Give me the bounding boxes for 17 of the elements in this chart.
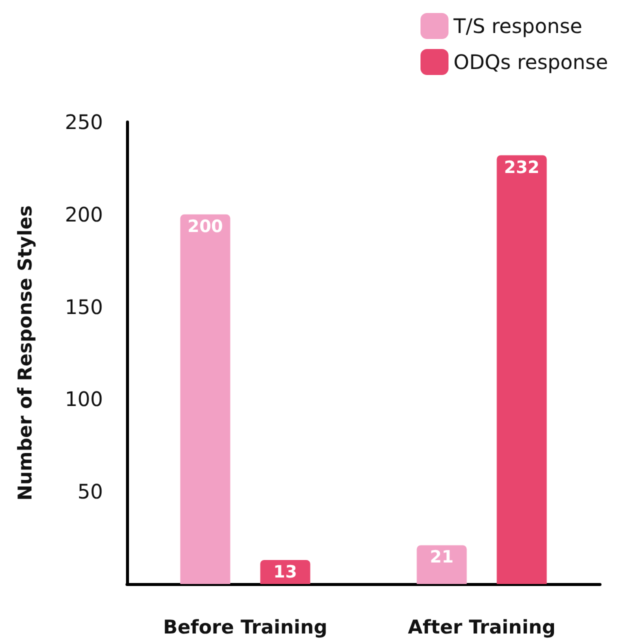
bar bbox=[416, 545, 467, 584]
data-label: 21 bbox=[430, 548, 454, 568]
data-label: 200 bbox=[188, 216, 224, 237]
y-tick-label: 200 bbox=[64, 202, 103, 226]
data-label: 232 bbox=[504, 158, 540, 178]
bar bbox=[180, 214, 230, 584]
y-tick-label: 150 bbox=[64, 294, 103, 319]
legend-label: ODQs response bbox=[454, 50, 608, 74]
legend-label: T/S response bbox=[452, 14, 582, 38]
data-label: 13 bbox=[273, 562, 298, 582]
y-axis-title: Number of Response Styles bbox=[14, 205, 36, 501]
bar bbox=[496, 155, 547, 584]
x-tick-label: After Training bbox=[408, 616, 556, 638]
x-tick-label: Before Training bbox=[163, 616, 328, 638]
y-tick-label: 250 bbox=[64, 110, 103, 134]
y-tick-label: 50 bbox=[78, 480, 103, 504]
y-tick-label: 100 bbox=[64, 387, 103, 412]
